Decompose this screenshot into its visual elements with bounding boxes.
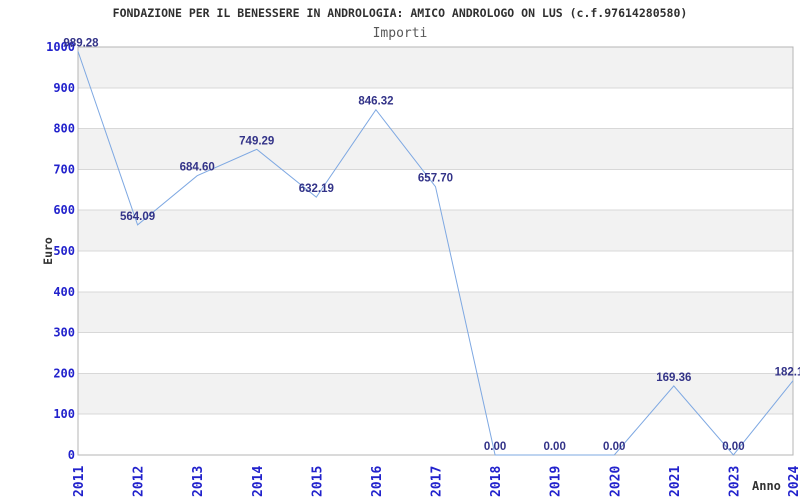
- y-tick-label: 500: [53, 244, 75, 258]
- x-tick-label: 2019: [549, 466, 564, 497]
- x-tick-label: 2012: [132, 466, 147, 497]
- x-tick-label: 2020: [608, 466, 623, 497]
- background-band: [78, 128, 793, 170]
- y-tick-label: 300: [53, 326, 75, 340]
- data-point-label: 169.36: [656, 372, 691, 384]
- y-tick-label: 100: [53, 407, 75, 421]
- y-tick-label: 600: [53, 203, 75, 217]
- data-point-label: 0.00: [722, 441, 744, 453]
- data-point-label: 182.1: [775, 367, 800, 379]
- data-point-label: 632.19: [299, 183, 334, 195]
- series-line-importi: [77, 51, 794, 456]
- chart-title: FONDAZIONE PER IL BENESSERE IN ANDROLOGI…: [112, 6, 688, 20]
- chart-subtitle: Importi: [372, 26, 428, 41]
- data-point-label: 846.32: [358, 96, 393, 108]
- data-point-label: 0.00: [543, 441, 565, 453]
- x-tick-label: 2021: [668, 466, 683, 497]
- x-tick-label: 2018: [489, 466, 504, 497]
- x-tick-label: 2023: [727, 466, 742, 497]
- x-tick-label: 2024: [787, 466, 800, 497]
- x-tick-label: 2011: [72, 466, 87, 497]
- background-band: [78, 47, 793, 88]
- y-tick-label: 700: [53, 162, 75, 176]
- y-tick-label: 200: [53, 366, 75, 380]
- data-point-label: 657.70: [418, 173, 453, 185]
- data-point-label: 749.29: [239, 135, 274, 147]
- y-tick-label: 800: [53, 122, 75, 136]
- data-point-label: 564.09: [120, 211, 155, 223]
- data-point-label: 989.28: [63, 37, 99, 49]
- background-band: [78, 373, 793, 415]
- y-tick-label: 400: [53, 285, 75, 299]
- y-tick-label: 1000: [46, 40, 75, 54]
- x-tick-label: 2015: [310, 466, 325, 497]
- y-tick-label: 0: [68, 448, 75, 462]
- data-point-label: 0.00: [603, 441, 625, 453]
- background-band: [78, 210, 793, 251]
- data-point-label: 0.00: [484, 441, 506, 453]
- x-tick-label: 2013: [191, 466, 206, 497]
- x-tick-label: 2016: [370, 466, 385, 497]
- x-axis-title: Anno: [752, 479, 781, 493]
- data-point-label: 684.60: [180, 162, 215, 174]
- y-tick-label: 900: [53, 81, 75, 95]
- x-tick-label: 2017: [430, 466, 445, 497]
- background-band: [78, 291, 793, 333]
- x-tick-label: 2014: [251, 466, 266, 497]
- plot-border: [77, 46, 794, 456]
